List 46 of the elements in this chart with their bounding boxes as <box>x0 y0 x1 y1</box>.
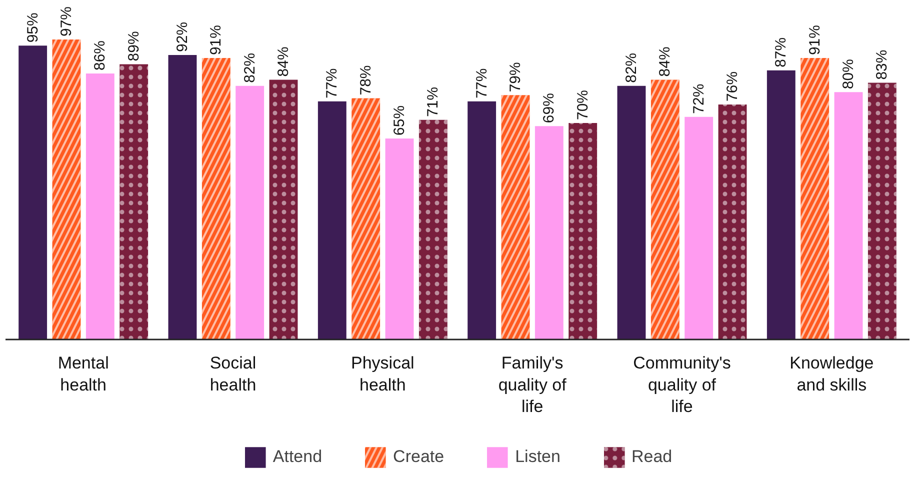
bar <box>168 54 197 340</box>
data-label: 97% <box>58 6 75 36</box>
x-tick-label: Family's quality of life <box>498 354 567 416</box>
x-tick-label: Mental health <box>58 354 109 394</box>
legend-label: Read <box>631 447 672 467</box>
data-label: 91% <box>208 25 225 56</box>
bar <box>684 116 714 340</box>
legend-label: Listen <box>515 447 560 467</box>
data-label: 87% <box>772 37 790 68</box>
data-label: 69% <box>540 93 558 124</box>
data-label: 83% <box>874 50 891 80</box>
data-label: 82% <box>622 52 640 83</box>
x-tick-label: Social health <box>210 354 256 394</box>
bar <box>766 70 796 340</box>
data-label: 80% <box>840 59 858 90</box>
data-label: 84% <box>275 46 292 77</box>
data-label: 86% <box>92 40 109 71</box>
bar <box>834 92 863 340</box>
data-label: 65% <box>391 105 408 136</box>
data-label: 84% <box>656 46 674 77</box>
bar <box>18 46 48 340</box>
bar <box>385 138 414 340</box>
data-label: 77% <box>473 68 490 98</box>
bar <box>617 86 646 340</box>
data-label: 95% <box>24 12 42 43</box>
data-label: 70% <box>574 90 592 120</box>
bar <box>236 86 264 340</box>
data-label: 91% <box>806 25 824 56</box>
bar <box>534 126 564 340</box>
bar <box>86 74 114 340</box>
legend-label: Attend <box>272 447 322 467</box>
data-label: 78% <box>357 65 374 96</box>
legend-label: Create <box>393 447 444 467</box>
data-label: 77% <box>324 68 341 98</box>
data-label: 79% <box>506 62 524 92</box>
x-tick-label: Community's quality of life <box>633 354 731 416</box>
data-label: 72% <box>690 84 708 114</box>
data-label: 71% <box>424 86 442 117</box>
bar <box>318 101 346 340</box>
data-label: 82% <box>241 52 258 83</box>
x-tick-label: Physical health <box>351 354 414 394</box>
x-tick-label: Knowledge and skills <box>790 354 874 394</box>
bar <box>468 101 496 340</box>
data-label: 89% <box>125 31 142 62</box>
data-label: 76% <box>724 71 742 102</box>
data-label: 92% <box>174 22 191 52</box>
